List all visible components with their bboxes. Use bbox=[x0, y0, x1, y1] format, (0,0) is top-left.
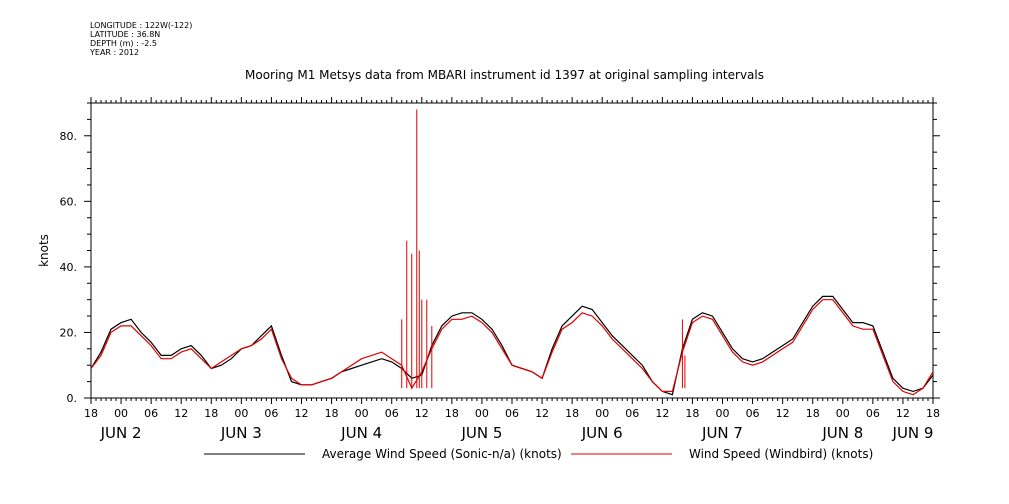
meta-latitude: LATITUDE : 36.8N bbox=[90, 30, 161, 39]
x-tick-label: 00 bbox=[234, 407, 248, 420]
legend-label-windbird: Wind Speed (Windbird) (knots) bbox=[689, 447, 873, 461]
meta-longitude: LONGITUDE : 122W(-122) bbox=[90, 21, 193, 30]
x-tick-label: 18 bbox=[806, 407, 820, 420]
x-tick-label: 06 bbox=[385, 407, 399, 420]
metadata-block: LONGITUDE : 122W(-122) LATITUDE : 36.8N … bbox=[90, 21, 192, 57]
x-tick-label: 06 bbox=[144, 407, 158, 420]
x-tick-label: 12 bbox=[174, 407, 188, 420]
x-date-label: JUN 3 bbox=[220, 424, 262, 442]
plot-frame bbox=[90, 102, 934, 399]
x-tick-label: 18 bbox=[565, 407, 579, 420]
x-tick-label: 00 bbox=[836, 407, 850, 420]
x-date-label: JUN 7 bbox=[701, 424, 743, 442]
x-tick-label: 18 bbox=[685, 407, 699, 420]
x-tick-label: 12 bbox=[415, 407, 429, 420]
x-tick-label: 00 bbox=[716, 407, 730, 420]
x-date-label: JUN 8 bbox=[821, 424, 863, 442]
x-tick-label: 00 bbox=[475, 407, 489, 420]
series-line-sonic bbox=[90, 295, 934, 396]
x-tick-label: 12 bbox=[535, 407, 549, 420]
x-tick-label: 06 bbox=[746, 407, 760, 420]
x-tick-label: 00 bbox=[114, 407, 128, 420]
series-line-windbird bbox=[90, 299, 934, 396]
y-tick-label: 20. bbox=[60, 326, 78, 339]
y-tick-label: 0. bbox=[67, 392, 78, 405]
y-tick-label: 40. bbox=[60, 261, 78, 274]
x-date-label: JUN 9 bbox=[892, 424, 934, 442]
y-tick-label: 60. bbox=[60, 195, 78, 208]
x-tick-label: 18 bbox=[84, 407, 98, 420]
x-tick-label: 18 bbox=[204, 407, 218, 420]
meta-depth: DEPTH (m) : -2.5 bbox=[90, 39, 157, 48]
x-tick-label: 12 bbox=[655, 407, 669, 420]
x-date-label: JUN 6 bbox=[581, 424, 623, 442]
x-date-label: JUN 5 bbox=[460, 424, 502, 442]
legend-label-sonic: Average Wind Speed (Sonic-n/a) (knots) bbox=[322, 447, 562, 461]
x-tick-label: 06 bbox=[264, 407, 278, 420]
x-tick-label: 18 bbox=[445, 407, 459, 420]
x-tick-label: 00 bbox=[595, 407, 609, 420]
x-tick-label: 12 bbox=[295, 407, 309, 420]
chart-title: Mooring M1 Metsys data from MBARI instru… bbox=[245, 68, 764, 82]
x-tick-label: 12 bbox=[896, 407, 910, 420]
x-tick-label: 06 bbox=[625, 407, 639, 420]
x-tick-label: 06 bbox=[505, 407, 519, 420]
y-axis-label: knots bbox=[37, 234, 51, 267]
x-tick-label: 12 bbox=[776, 407, 790, 420]
x-date-label: JUN 2 bbox=[100, 424, 142, 442]
x-date-label: JUN 4 bbox=[340, 424, 382, 442]
x-tick-label: 18 bbox=[325, 407, 339, 420]
meta-year: YEAR : 2012 bbox=[90, 48, 140, 57]
x-tick-label: 00 bbox=[355, 407, 369, 420]
y-tick-label: 80. bbox=[60, 130, 78, 143]
x-tick-label: 06 bbox=[866, 407, 880, 420]
x-tick-label: 18 bbox=[926, 407, 940, 420]
